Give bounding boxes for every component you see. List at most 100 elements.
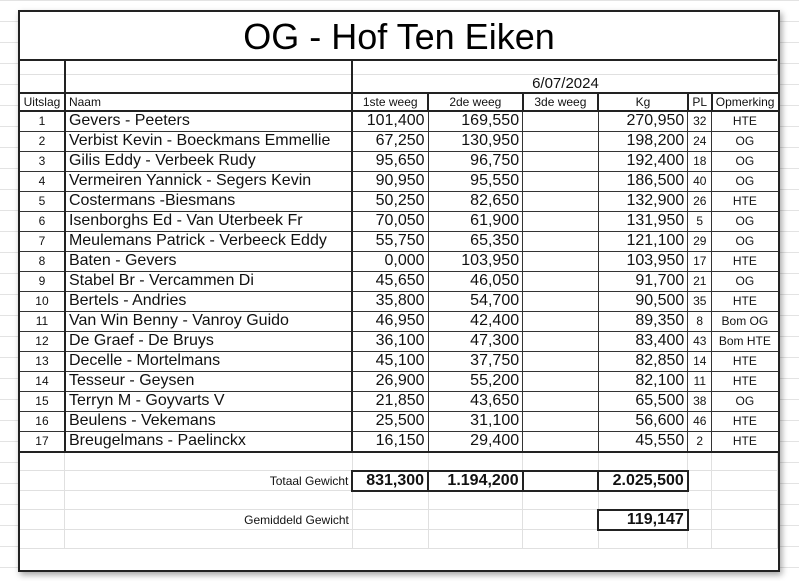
- cell-w2: 46,050: [427, 270, 524, 292]
- header-w1: 1ste weeg: [352, 91, 430, 111]
- cell-w3: [522, 230, 599, 252]
- cell-w2: 42,400: [427, 310, 524, 332]
- cell-pl: 14: [687, 350, 713, 372]
- cell-w1: 45,650: [351, 270, 429, 292]
- cell-pl: 24: [687, 130, 713, 152]
- cell-remark: HTE: [711, 370, 778, 392]
- cell-pl: 29: [687, 230, 713, 252]
- cell-w3: [522, 190, 599, 212]
- cell-kg: 186,500: [597, 170, 689, 192]
- cell-w3: [522, 290, 599, 312]
- header-w3: 3de weeg: [522, 91, 600, 111]
- cell-rank: 11: [20, 310, 66, 332]
- cell-pl: 17: [687, 250, 713, 272]
- cell-name: Verbist Kevin - Boeckmans Emmellie: [64, 130, 354, 152]
- cell-remark: HTE: [711, 290, 778, 312]
- cell-rank: 7: [20, 230, 66, 252]
- cell-kg: 132,900: [597, 190, 689, 212]
- cell-w1: 16,150: [351, 430, 429, 453]
- table-row: 10 Bertels - Andries 35,800 54,700 90,500 35 H…: [20, 290, 778, 312]
- cell-kg: 131,950: [597, 210, 689, 232]
- cell-w3: [522, 210, 599, 232]
- cell-w2: 169,550: [427, 109, 524, 132]
- results-table: 6/07/2024 Uitslag Naam 1ste weeg 2de wee…: [20, 59, 779, 549]
- table-row: 3 Gilis Eddy - Verbeek Rudy 95,650 96,750 19…: [20, 150, 778, 172]
- cell-rank: 10: [20, 290, 66, 312]
- cell-kg: 56,600: [597, 410, 689, 432]
- cell-name: Costermans -Biesmans: [64, 190, 354, 212]
- cell-w1: 0,000: [351, 250, 429, 272]
- table-row: 13 Decelle - Mortelmans 45,100 37,750 82,850…: [20, 350, 778, 372]
- cell-w1: 35,800: [351, 290, 429, 312]
- cell-rank: 13: [20, 350, 66, 372]
- cell-w3: [522, 270, 599, 292]
- cell-w3: [522, 170, 599, 192]
- cell-rank: 17: [20, 430, 66, 453]
- table-row: 17 Breugelmans - Paelinckx 16,150 29,400 45,…: [20, 430, 778, 453]
- average-label: Gemiddeld Gewicht: [64, 509, 353, 530]
- cell-remark: OG: [711, 390, 778, 412]
- table-row: 14 Tesseur - Geysen 26,900 55,200 82,100 11 HT…: [20, 370, 778, 392]
- cell-kg: 91,700: [597, 270, 689, 292]
- cell-kg: 198,200: [597, 130, 689, 152]
- cell-w1: 70,050: [351, 210, 429, 232]
- cell-pl: 32: [687, 109, 713, 132]
- cell-kg: 45,550: [597, 430, 689, 453]
- cell-pl: 40: [687, 170, 713, 192]
- cell-name: Beulens - Vekemans: [64, 410, 354, 432]
- cell-w2: 37,750: [427, 350, 524, 372]
- cell-pl: 26: [687, 190, 713, 212]
- cell-pl: 46: [687, 410, 713, 432]
- cell-remark: OG: [711, 150, 778, 172]
- table-row: 7 Meulemans Patrick - Verbeeck Eddy 55,750…: [20, 230, 778, 252]
- cell-rank: 15: [20, 390, 66, 412]
- cell-w1: 90,950: [351, 170, 429, 192]
- cell-name: Gilis Eddy - Verbeek Rudy: [64, 150, 354, 172]
- cell-pl: 5: [687, 210, 713, 232]
- cell-pl: 38: [687, 390, 713, 412]
- cell-w1: 26,900: [351, 370, 429, 392]
- cell-remark: OG: [711, 170, 778, 192]
- cell-w2: 82,650: [427, 190, 524, 212]
- cell-remark: OG: [711, 210, 778, 232]
- cell-w3: [522, 310, 599, 332]
- header-w2: 2de weeg: [428, 91, 524, 111]
- cell-w3: [522, 350, 599, 372]
- cell-w3: [522, 109, 599, 132]
- cell-name: Tesseur - Geysen: [64, 370, 354, 392]
- table-row: 12 De Graef - De Bruys 36,100 47,300 83,400 4…: [20, 330, 778, 352]
- table-row: 11 Van Win Benny - Vanroy Guido 46,950 42,4…: [20, 310, 778, 332]
- table-row: 5 Costermans -Biesmans 50,250 82,650 132,900…: [20, 190, 778, 212]
- date-cell: 6/07/2024: [532, 74, 599, 92]
- cell-w2: 31,100: [427, 410, 524, 432]
- cell-name: Baten - Gevers: [64, 250, 354, 272]
- cell-w2: 130,950: [427, 130, 524, 152]
- results-sheet: OG - Hof Ten Eiken 6/07/2024 Uitslag Naa…: [18, 10, 780, 572]
- cell-w2: 95,550: [427, 170, 524, 192]
- cell-kg: 103,950: [597, 250, 689, 272]
- cell-remark: HTE: [711, 430, 778, 453]
- cell-rank: 6: [20, 210, 66, 232]
- cell-remark: HTE: [711, 250, 778, 272]
- cell-pl: 21: [687, 270, 713, 292]
- cell-remark: HTE: [711, 109, 778, 132]
- cell-w3: [522, 330, 599, 352]
- cell-name: Terryn M - Goyvarts V: [64, 390, 354, 412]
- cell-pl: 43: [687, 330, 713, 352]
- cell-kg: 83,400: [597, 330, 689, 352]
- cell-name: Meulemans Patrick - Verbeeck Eddy: [64, 230, 354, 252]
- cell-w1: 95,650: [351, 150, 429, 172]
- cell-w2: 61,900: [427, 210, 524, 232]
- cell-remark: Bom OG: [711, 310, 778, 332]
- cell-kg: 270,950: [597, 109, 689, 132]
- cell-kg: 89,350: [597, 310, 689, 332]
- cell-w2: 103,950: [427, 250, 524, 272]
- cell-w2: 47,300: [427, 330, 524, 352]
- header-name: Naam: [64, 91, 354, 111]
- cell-w3: [522, 390, 599, 412]
- cell-name: Decelle - Mortelmans: [64, 350, 354, 372]
- cell-w2: 29,400: [427, 430, 524, 453]
- cell-w1: 46,950: [351, 310, 429, 332]
- cell-kg: 82,100: [597, 370, 689, 392]
- cell-rank: 3: [20, 150, 66, 172]
